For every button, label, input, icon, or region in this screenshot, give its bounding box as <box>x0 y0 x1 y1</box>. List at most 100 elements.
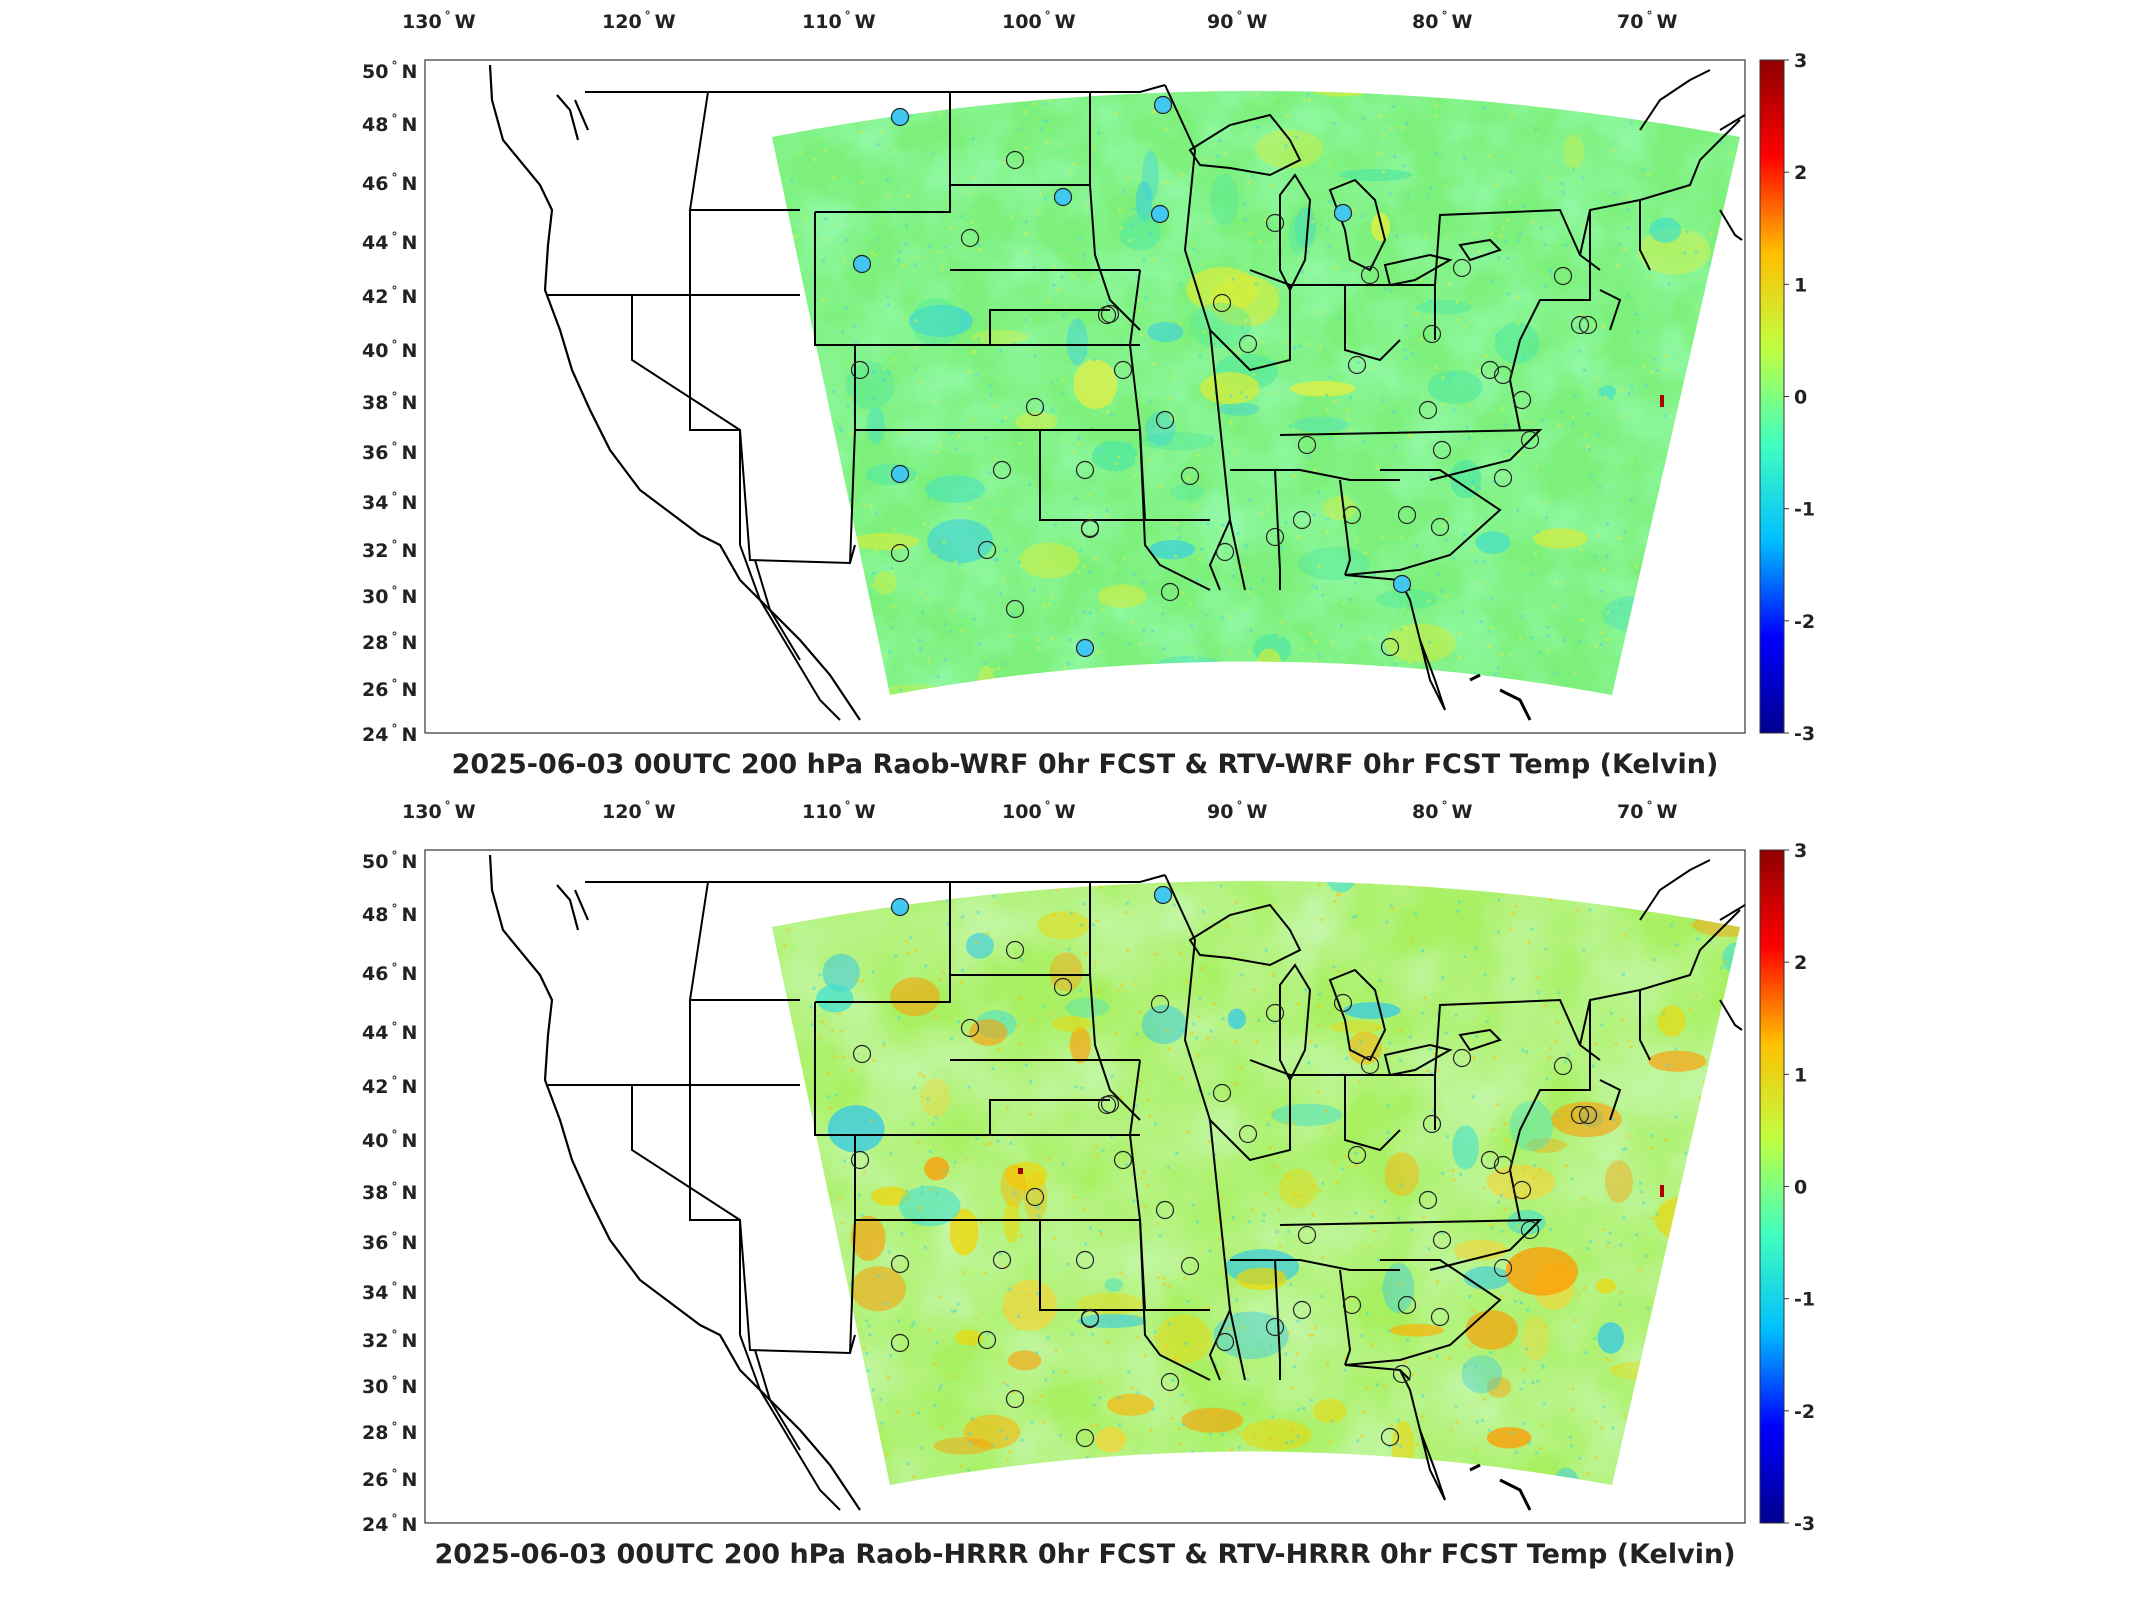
raob-station-circle-icon <box>1075 1428 1095 1448</box>
raob-station-circle-icon <box>1520 430 1540 450</box>
raob-station-circle-icon <box>992 460 1012 480</box>
lat-tick-label: 30 ° N <box>362 1374 417 1398</box>
raob-station-circle-icon <box>1333 203 1353 223</box>
raob-station-circle-icon <box>1342 505 1362 525</box>
raob-station-circle-icon <box>1113 1150 1133 1170</box>
raob-station-circle-icon <box>1397 505 1417 525</box>
raob-station-circle-icon <box>890 543 910 563</box>
raob-station-circle-icon <box>1265 1003 1285 1023</box>
raob-station-circle-icon <box>1493 1155 1513 1175</box>
colorbar <box>1759 59 1785 734</box>
raob-station-circle-icon <box>1292 1300 1312 1320</box>
raob-station-circle-icon <box>1553 266 1573 286</box>
lon-tick-label: 100 ° W <box>1002 9 1076 33</box>
raob-station-circle-icon <box>1512 390 1532 410</box>
raob-station-circle-icon <box>1578 315 1598 335</box>
lon-tick-label: 70 ° W <box>1617 799 1677 823</box>
lon-tick-label: 110 ° W <box>802 9 876 33</box>
lon-tick-label: 90 ° W <box>1207 799 1267 823</box>
lon-tick-label: 110 ° W <box>802 799 876 823</box>
lat-tick-label: 28 ° N <box>362 1420 417 1444</box>
raob-station-circle-icon <box>1212 1083 1232 1103</box>
raob-station-circle-icon <box>1452 258 1472 278</box>
temperature-difference-field <box>772 881 1740 1485</box>
lat-tick-label: 28 ° N <box>362 630 417 654</box>
raob-station-circle-icon <box>1493 365 1513 385</box>
raob-station-circle-icon <box>1025 1187 1045 1207</box>
raob-station-circle-icon <box>1418 1190 1438 1210</box>
lat-tick-label: 36 ° N <box>362 440 417 464</box>
raob-stations <box>850 885 1598 1448</box>
raob-station-circle-icon <box>1005 940 1025 960</box>
lat-tick-label: 48 ° N <box>362 112 417 136</box>
raob-station-circle-icon <box>1160 1372 1180 1392</box>
raob-station-circle-icon <box>1180 466 1200 486</box>
state-boundaries <box>488 64 1746 721</box>
lon-tick-label: 130 ° W <box>402 799 476 823</box>
raob-station-circle-icon <box>960 228 980 248</box>
raob-stations <box>850 95 1598 658</box>
colorbar-tick-label: 3 <box>1794 840 1807 862</box>
raob-station-circle-icon <box>1005 1389 1025 1409</box>
raob-station-circle-icon <box>890 1333 910 1353</box>
raob-station-circle-icon <box>890 897 910 917</box>
lat-tick-label: 34 ° N <box>362 490 417 514</box>
lon-tick-label: 130 ° W <box>402 9 476 33</box>
lat-tick-label: 42 ° N <box>362 284 417 308</box>
raob-station-circle-icon <box>1215 1332 1235 1352</box>
raob-station-circle-icon <box>1360 1055 1380 1075</box>
raob-station-circle-icon <box>1392 574 1412 594</box>
lat-tick-label: 44 ° N <box>362 230 417 254</box>
colorbar-tick-label: -3 <box>1794 723 1815 745</box>
lon-tick-label: 100 ° W <box>1002 799 1076 823</box>
colorbar-tick-label: 1 <box>1794 274 1807 296</box>
lon-tick-label: 90 ° W <box>1207 9 1267 33</box>
colorbar <box>1759 849 1785 1524</box>
raob-station-circle-icon <box>1553 1056 1573 1076</box>
raob-station-circle-icon <box>1005 150 1025 170</box>
lon-tick-label: 70 ° W <box>1617 9 1677 33</box>
lon-tick-label: 120 ° W <box>602 799 676 823</box>
colorbar-tick-label: -1 <box>1794 1289 1815 1311</box>
raob-station-circle-icon <box>1215 542 1235 562</box>
lat-tick-label: 42 ° N <box>362 1074 417 1098</box>
colorbar-tick-label: 3 <box>1794 50 1807 72</box>
colorbar-tick-label: 1 <box>1794 1064 1807 1086</box>
raob-station-circle-icon <box>1333 993 1353 1013</box>
raob-station-circle-icon <box>1422 324 1442 344</box>
lat-tick-label: 26 ° N <box>362 1467 417 1491</box>
raob-station-circle-icon <box>977 1330 997 1350</box>
panel-hrrr: 130 ° W 120 ° W 110 ° W 100 ° W 90 ° W 80 ° W 70 ° W 50 ° N 48 ° N… <box>0 790 2133 1600</box>
lon-tick-label: 80 ° W <box>1412 9 1472 33</box>
raob-station-circle-icon <box>1520 1220 1540 1240</box>
lat-tick-label: 44 ° N <box>362 1020 417 1044</box>
raob-station-circle-icon <box>1100 304 1120 324</box>
raob-station-circle-icon <box>1430 517 1450 537</box>
raob-station-circle-icon <box>852 1044 872 1064</box>
raob-station-circle-icon <box>1480 1150 1500 1170</box>
raob-station-circle-icon <box>850 360 870 380</box>
lat-tick-label: 32 ° N <box>362 538 417 562</box>
lat-tick-label: 36 ° N <box>362 1230 417 1254</box>
raob-station-circle-icon <box>1153 885 1173 905</box>
raob-station-circle-icon <box>852 254 872 274</box>
lat-tick-label: 46 ° N <box>362 171 417 195</box>
lat-tick-label: 34 ° N <box>362 1280 417 1304</box>
raob-station-circle-icon <box>890 464 910 484</box>
raob-station-circle-icon <box>1347 355 1367 375</box>
raob-station-circle-icon <box>1380 637 1400 657</box>
raob-station-circle-icon <box>1432 440 1452 460</box>
raob-station-circle-icon <box>960 1018 980 1038</box>
colorbar-tick-label: 0 <box>1794 387 1807 409</box>
raob-station-circle-icon <box>1265 1317 1285 1337</box>
lat-tick-label: 24 ° N <box>362 1512 417 1536</box>
raob-station-circle-icon <box>1418 400 1438 420</box>
lat-tick-label: 48 ° N <box>362 902 417 926</box>
raob-station-circle-icon <box>1452 1048 1472 1068</box>
raob-station-circle-icon <box>1053 977 1073 997</box>
raob-station-circle-icon <box>1480 360 1500 380</box>
raob-station-circle-icon <box>1155 1200 1175 1220</box>
raob-station-circle-icon <box>1422 1114 1442 1134</box>
lat-tick-label: 26 ° N <box>362 677 417 701</box>
raob-station-circle-icon <box>1238 1124 1258 1144</box>
